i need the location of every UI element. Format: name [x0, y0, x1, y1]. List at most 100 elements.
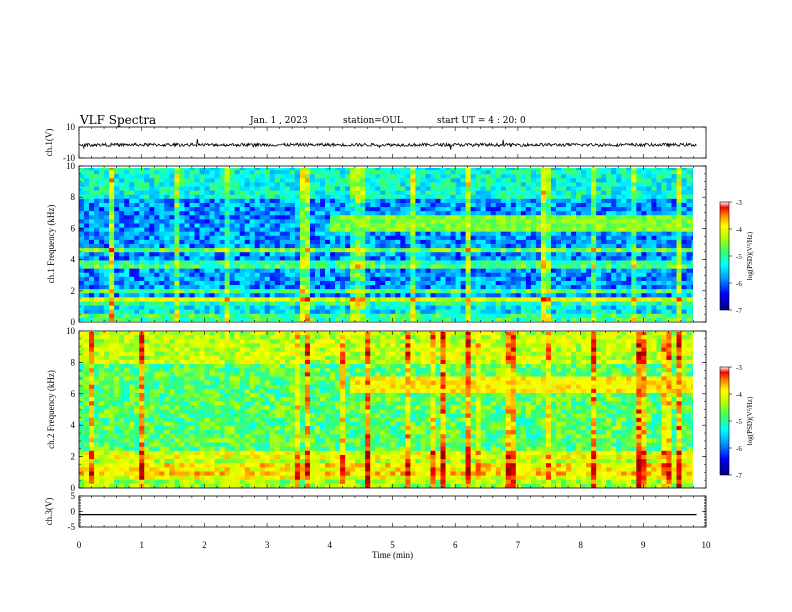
spectrogram-cell [606, 264, 612, 270]
spectrogram-cell [114, 475, 120, 481]
spectrogram-cell [299, 174, 306, 179]
spectrogram-cell [304, 313, 311, 319]
spectrogram-cell [79, 409, 85, 415]
spectrogram-cell [631, 186, 637, 192]
spectrogram-cell [149, 305, 155, 311]
spectrogram-cell [174, 244, 180, 249]
spectrogram-cell [345, 280, 351, 286]
spectrogram-cell [84, 260, 90, 265]
spectrogram-cell [94, 280, 100, 286]
spectrogram-cell [259, 186, 266, 192]
spectrogram-cell [586, 170, 592, 175]
spectrogram-cell [415, 174, 421, 179]
spectrogram-cell [571, 317, 577, 321]
spectrogram-cell [410, 182, 416, 187]
spectrogram-cell [279, 268, 286, 274]
spectrogram-cell [360, 280, 366, 286]
spectrogram-cell [139, 252, 145, 257]
spectrogram-cell [380, 317, 386, 321]
spectrogram-cell [395, 301, 401, 306]
spectrogram-cell [360, 211, 366, 216]
spectrogram-cell [124, 264, 130, 270]
spectrogram-cell [144, 174, 150, 179]
spectrogram-cell [576, 272, 582, 278]
spectrogram-cell [460, 235, 467, 241]
spectrogram-cell [309, 244, 316, 249]
spectrogram-cell [500, 276, 507, 282]
spectrogram-cell [465, 202, 472, 208]
spectrogram-cell [676, 198, 682, 204]
spectrogram-cell [651, 190, 657, 196]
spectrogram-cell [410, 186, 416, 192]
spectrogram-cell [686, 264, 692, 270]
spectrogram-cell [184, 317, 190, 321]
spectrogram-cell [209, 174, 215, 179]
spectrogram-cell [606, 317, 612, 321]
spectrogram-cell [370, 207, 376, 212]
spectrogram-cell [435, 174, 441, 179]
spectrogram-cell [254, 186, 261, 192]
spectrogram-cell [530, 227, 537, 233]
spectrogram-cell [219, 285, 226, 290]
spectrogram-cell [430, 227, 436, 233]
spectrogram-cell [400, 235, 406, 241]
spectrogram-cell [189, 256, 195, 261]
spectrogram-cell [430, 285, 436, 290]
spectrogram-cell [671, 170, 677, 175]
spectrogram-cell [601, 260, 607, 265]
spectrogram-cell [445, 244, 451, 249]
spectrogram-cell [194, 174, 200, 179]
spectrogram-cell [651, 285, 657, 290]
spectrogram-cell [79, 446, 85, 452]
spectrogram-cell [264, 202, 271, 208]
spectrogram-cell [124, 198, 130, 204]
spectrogram-cell [410, 301, 416, 306]
spectrogram-cell [556, 198, 562, 204]
spectrogram-cell [174, 174, 180, 179]
spectrogram-cell [129, 207, 135, 212]
spectrogram-cell [114, 190, 120, 196]
spectrogram-cell [681, 248, 687, 253]
spectrogram-cell [636, 276, 642, 282]
spectrogram-cell [119, 223, 125, 228]
spectrogram-cell [485, 276, 492, 282]
spectrogram-cell [224, 276, 231, 282]
spectrogram-cell [350, 280, 356, 286]
spectrogram-cell [485, 202, 492, 208]
spectrogram-cell [571, 252, 577, 257]
spectrogram-cell [89, 194, 95, 200]
spectrogram-cell [601, 182, 607, 187]
spectrogram-cell [274, 170, 281, 175]
spectrogram-cell [189, 219, 195, 224]
spectrogram-cell [314, 174, 321, 179]
spectrogram-cell [581, 268, 587, 274]
spectrogram-cell [490, 268, 497, 274]
spectrogram-cell [515, 276, 522, 282]
spectrogram-cell [269, 313, 276, 319]
spectrogram-cell [249, 256, 256, 261]
spectrogram-cell [304, 198, 311, 204]
spectrogram-cell [591, 174, 597, 179]
spectrogram-cell [299, 186, 306, 192]
spectrogram-cell [355, 260, 361, 265]
spectrogram-cell [114, 309, 120, 315]
spectrogram-cell [611, 256, 617, 261]
spectrogram-cell [320, 293, 326, 298]
spectrogram-cell [676, 168, 682, 171]
spectrogram-cell [545, 235, 552, 241]
spectrogram-cell [164, 256, 170, 261]
spectrogram-cell [535, 219, 542, 224]
spectrogram-cell [284, 182, 291, 187]
spectrogram-cell [244, 309, 251, 315]
spectrogram-cell [304, 309, 311, 315]
spectrogram-cell [375, 190, 381, 196]
spectrogram-cell [164, 223, 170, 228]
spectrogram-cell [219, 244, 226, 249]
spectrogram-cell [124, 272, 130, 278]
spectrogram-cell [606, 178, 612, 183]
spectrogram-cell [134, 227, 140, 233]
spectrogram-cell [671, 252, 677, 257]
spectrogram-cell [94, 244, 100, 249]
spectrogram-cell [289, 285, 296, 290]
spectrogram-cell [209, 186, 215, 192]
